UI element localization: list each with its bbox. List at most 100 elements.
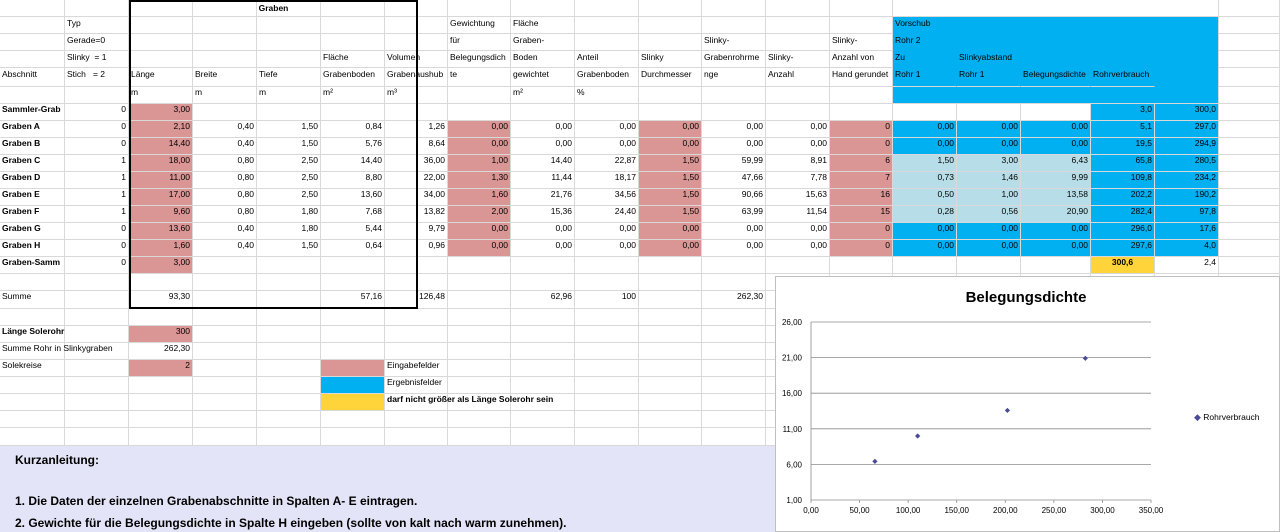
data-cell[interactable]: 8,80 — [321, 172, 385, 189]
blank-cell[interactable] — [1219, 172, 1280, 189]
data-cell[interactable]: 0 — [830, 121, 893, 138]
unit-cell[interactable]: m² — [511, 87, 575, 104]
data-cell[interactable]: 1,30 — [448, 172, 511, 189]
data-cell[interactable]: 14,40 — [129, 138, 193, 155]
solekreise-label[interactable]: Solekreise — [0, 360, 129, 377]
data-cell[interactable]: 6 — [830, 155, 893, 172]
data-cell[interactable]: 90,66 — [702, 189, 766, 206]
data-cell[interactable]: 1 — [65, 206, 129, 223]
data-cell[interactable]: 0 — [65, 240, 129, 257]
data-cell[interactable]: 0,00 — [511, 121, 575, 138]
blank-cell[interactable] — [1219, 121, 1280, 138]
data-cell[interactable]: 1,50 — [257, 121, 321, 138]
blank-cell[interactable] — [1219, 0, 1280, 17]
blank-cell[interactable] — [1219, 68, 1280, 87]
data-cell[interactable]: 1,26 — [385, 121, 448, 138]
data-cell[interactable] — [448, 257, 511, 274]
data-cell[interactable] — [321, 257, 385, 274]
blank-cell[interactable] — [0, 411, 65, 428]
blank-cell[interactable] — [257, 309, 321, 326]
header-cell[interactable]: Slinky- Grabenrohrme nge — [702, 17, 766, 87]
data-cell[interactable] — [893, 104, 957, 121]
blank-cell[interactable] — [257, 0, 321, 17]
unit-cell[interactable]: % — [575, 87, 639, 104]
blank-cell[interactable] — [193, 291, 257, 309]
blank-cell[interactable] — [257, 343, 321, 360]
data-cell[interactable]: 7,68 — [321, 206, 385, 223]
blank-cell[interactable] — [257, 394, 321, 411]
blank-cell[interactable] — [511, 326, 575, 343]
data-cell[interactable]: 1,00 — [957, 189, 1021, 206]
row-label-cell[interactable]: Sammler-Grab — [0, 104, 65, 121]
row-label-cell[interactable]: Graben B — [0, 138, 65, 155]
laenge-solerohr-value[interactable]: 300 — [129, 326, 193, 343]
data-cell[interactable]: 15 — [830, 206, 893, 223]
data-cell[interactable] — [639, 104, 702, 121]
data-cell[interactable]: 0,00 — [511, 223, 575, 240]
data-cell[interactable]: 1,50 — [639, 189, 702, 206]
summe-volumen[interactable]: 126,48 — [385, 291, 448, 309]
data-cell[interactable]: 0,00 — [1021, 121, 1091, 138]
data-cell[interactable]: 2,50 — [257, 189, 321, 206]
blank-cell[interactable] — [448, 428, 511, 446]
blank-cell[interactable] — [702, 411, 766, 428]
data-cell[interactable]: 0 — [65, 257, 129, 274]
blank-cell[interactable] — [0, 0, 65, 17]
blank-cell[interactable] — [0, 428, 65, 446]
blank-cell[interactable] — [639, 411, 702, 428]
data-cell[interactable]: 0,40 — [193, 121, 257, 138]
blank-cell[interactable] — [702, 309, 766, 326]
blank-cell[interactable] — [65, 411, 129, 428]
data-cell[interactable] — [639, 257, 702, 274]
unit-cell[interactable]: m — [129, 87, 193, 104]
summe-label[interactable]: Summe — [0, 291, 65, 309]
data-cell[interactable]: 0,00 — [1021, 138, 1091, 155]
data-cell[interactable]: 0 — [830, 240, 893, 257]
blank-cell[interactable] — [257, 411, 321, 428]
belegungsdichte-chart[interactable]: Belegungsdichte 1,00 6,00 11,00 16,00 21,00 26… — [775, 276, 1280, 532]
blank-cell[interactable] — [1219, 206, 1280, 223]
data-cell[interactable]: 297,6 — [1091, 240, 1155, 257]
data-cell[interactable]: 0,56 — [957, 206, 1021, 223]
data-cell[interactable]: 280,5 — [1155, 155, 1219, 172]
blank-cell[interactable] — [65, 291, 129, 309]
blank-cell[interactable] — [65, 377, 129, 394]
data-cell[interactable]: 15,63 — [766, 189, 830, 206]
row-label-cell[interactable]: Graben F — [0, 206, 65, 223]
data-cell[interactable]: 19,5 — [1091, 138, 1155, 155]
data-cell[interactable]: 2,50 — [257, 172, 321, 189]
data-cell[interactable]: 0,80 — [193, 172, 257, 189]
data-cell[interactable]: 1,60 — [448, 189, 511, 206]
data-cell[interactable]: 1 — [65, 155, 129, 172]
legend-text[interactable]: darf nicht größer als Länge Solerohr sei… — [385, 394, 766, 411]
blank-cell[interactable] — [702, 428, 766, 446]
blank-cell[interactable] — [129, 411, 193, 428]
data-cell[interactable]: 0,00 — [639, 223, 702, 240]
blank-cell[interactable] — [321, 326, 385, 343]
data-cell[interactable]: 0,00 — [766, 138, 830, 155]
data-cell[interactable]: 1,50 — [639, 172, 702, 189]
row-label-cell[interactable]: Graben H — [0, 240, 65, 257]
blank-cell[interactable] — [448, 326, 511, 343]
blank-cell[interactable] — [0, 309, 65, 326]
data-cell[interactable]: 0,00 — [575, 138, 639, 155]
data-cell[interactable]: 0,00 — [893, 121, 957, 138]
data-cell[interactable]: 0,00 — [575, 223, 639, 240]
blank-cell[interactable] — [702, 87, 766, 104]
data-cell[interactable]: 8,64 — [385, 138, 448, 155]
blank-cell[interactable] — [511, 411, 575, 428]
blank-cell[interactable] — [257, 377, 321, 394]
data-cell[interactable]: 2,4 — [1155, 257, 1219, 274]
summe-rohr-label[interactable]: Summe Rohr in Slinkygraben — [0, 343, 129, 360]
blank-cell[interactable] — [193, 0, 257, 17]
blank-cell[interactable] — [321, 274, 385, 291]
header-cell[interactable]: Volumen Grabenaushub — [385, 17, 448, 87]
blank-cell[interactable] — [639, 326, 702, 343]
data-cell[interactable] — [193, 257, 257, 274]
header-cell[interactable]: Rohrverbrauch — [1091, 17, 1155, 87]
data-cell[interactable]: 0,64 — [321, 240, 385, 257]
data-cell[interactable]: 34,56 — [575, 189, 639, 206]
data-cell[interactable]: 0,00 — [575, 240, 639, 257]
blank-cell[interactable] — [0, 274, 65, 291]
data-cell[interactable]: 0,40 — [193, 223, 257, 240]
